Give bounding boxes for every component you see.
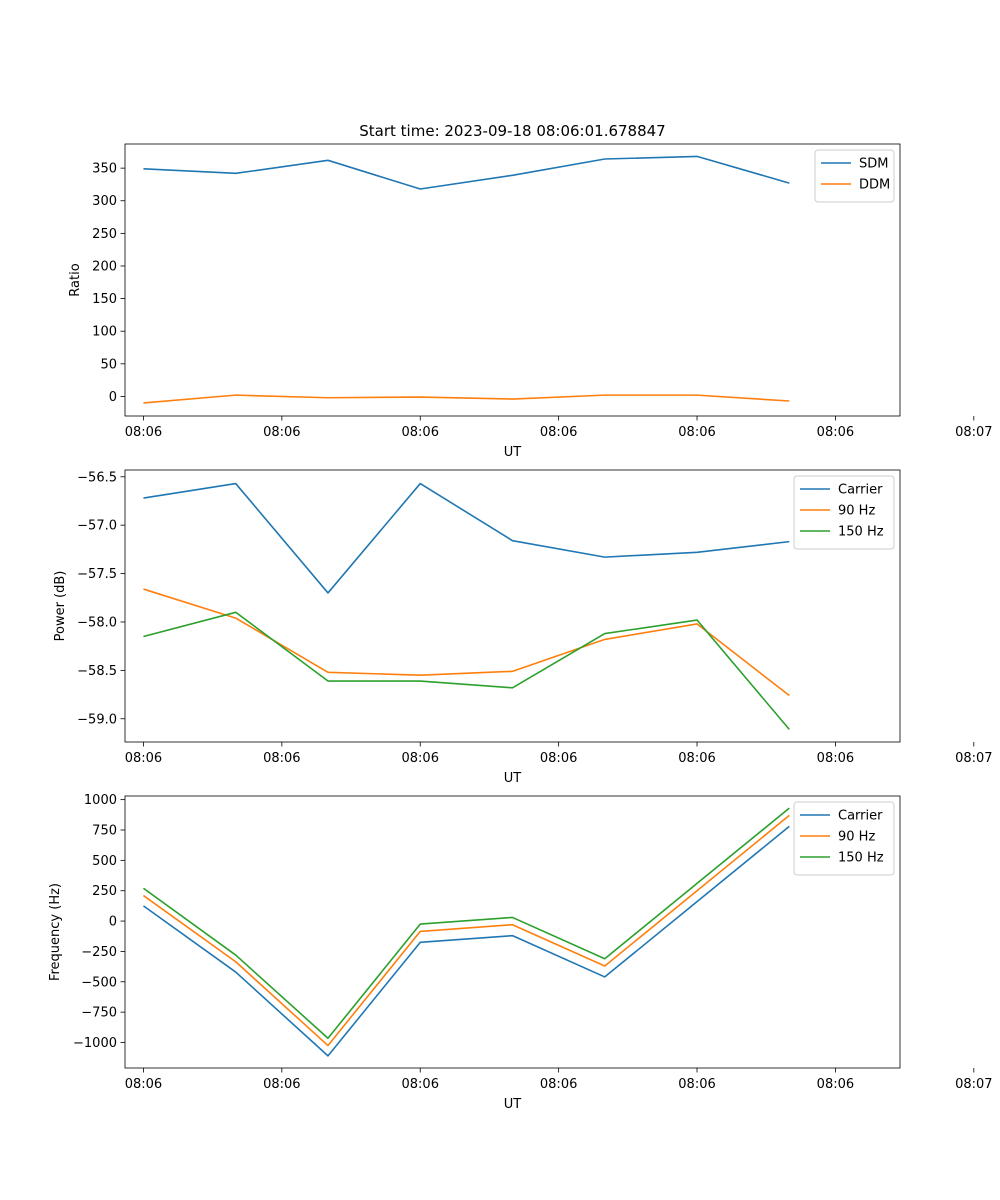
x-tick-label: 08:06 [540,1077,577,1092]
y-tick-label: −1000 [73,1036,117,1051]
series-line-150-hz [143,611,790,730]
panel-3: 08:06 08:06 08:06 08:06 08:06 08:06 08:07 −1000… [48,793,993,1112]
y-tick-label: −250 [81,945,117,960]
x-tick-label: 08:06 [678,425,715,440]
legend-label: Carrier [838,483,883,498]
figure-title: Start time: 2023-09-18 08:06:01.678847 [359,122,665,140]
x-tick-label: 08:06 [678,1077,715,1092]
axes-frame [124,143,901,417]
y-tick-label: −57.5 [77,567,117,582]
y-axis-label: Ratio [68,263,83,296]
x-tick-label: 08:06 [817,1077,854,1092]
y-tick-label: 0 [109,390,117,405]
y-axis-label: Power (dB) [53,571,68,642]
legend-label: 150 Hz [838,851,884,866]
x-tick-label: 08:06 [402,751,439,766]
x-tick-label: 08:06 [125,425,162,440]
legend-label: DDM [859,178,890,193]
panel-1: 08:06 08:06 08:06 08:06 08:06 08:06 08:07 0 50 10… [68,143,993,460]
x-tick-label: 08:06 [263,751,300,766]
series-line-150-hz [142,807,790,1040]
legend-label: 150 Hz [838,525,884,540]
x-tick-label: 08:07 [955,751,992,766]
x-axis-label: UT [504,445,522,460]
x-tick-label: 08:06 [263,425,300,440]
axes-frame [124,795,901,1069]
legend-label: 90 Hz [838,504,875,519]
legend-label: 90 Hz [838,830,875,845]
y-tick-label: −500 [81,975,117,990]
x-tick-label: 08:06 [817,751,854,766]
series-line-ddm [143,394,790,404]
x-tick-label: 08:06 [540,425,577,440]
x-tick-label: 08:06 [678,751,715,766]
y-tick-label: 200 [92,259,117,274]
y-tick-label: 0 [109,915,117,930]
panels: 08:06 08:06 08:06 08:06 08:06 08:06 08:07 0 50 10… [48,143,993,1112]
x-tick-label: 08:07 [955,1077,992,1092]
legend: Carrier 90 Hz 150 Hz [793,801,895,876]
series-line-90-hz [142,814,790,1047]
x-axis-label: UT [504,771,522,786]
y-tick-label: −58.0 [77,615,117,630]
legend: Carrier 90 Hz 150 Hz [793,475,895,550]
legend-label: SDM [859,157,888,172]
x-tick-label: 08:06 [125,751,162,766]
x-axis-label: UT [504,1097,522,1112]
x-tick-label: 08:06 [402,1077,439,1092]
series-line-carrier [142,825,790,1057]
y-tick-label: 150 [92,292,117,307]
series-line-sdm [143,155,790,190]
panel-2: 08:06 08:06 08:06 08:06 08:06 08:06 08:07 −59.0… [53,469,993,786]
x-tick-label: 08:06 [540,751,577,766]
y-tick-label: 250 [92,227,117,242]
y-tick-label: 250 [92,884,117,899]
y-tick-label: −58.5 [77,664,117,679]
y-tick-label: 300 [92,194,117,209]
y-axis-label: Frequency (Hz) [48,883,63,981]
y-tick-label: −56.5 [77,470,117,485]
y-tick-label: 50 [100,357,117,372]
y-tick-label: −57.0 [77,519,117,534]
y-tick-label: 350 [92,162,117,177]
legend-label: Carrier [838,809,883,824]
x-tick-label: 08:06 [817,425,854,440]
axes-frame [124,469,901,743]
x-tick-label: 08:06 [263,1077,300,1092]
x-tick-label: 08:06 [125,1077,162,1092]
series-line-90-hz [143,588,790,697]
x-tick-label: 08:06 [402,425,439,440]
legend: SDM DDM [814,149,895,203]
y-tick-label: −750 [81,1006,117,1021]
y-tick-label: 750 [92,824,117,839]
series-line-carrier [143,482,790,594]
y-tick-label: 1000 [84,793,117,808]
x-tick-label: 08:07 [955,425,992,440]
y-tick-label: 100 [92,325,117,340]
y-tick-label: 500 [92,854,117,869]
y-tick-label: −59.0 [77,712,117,727]
